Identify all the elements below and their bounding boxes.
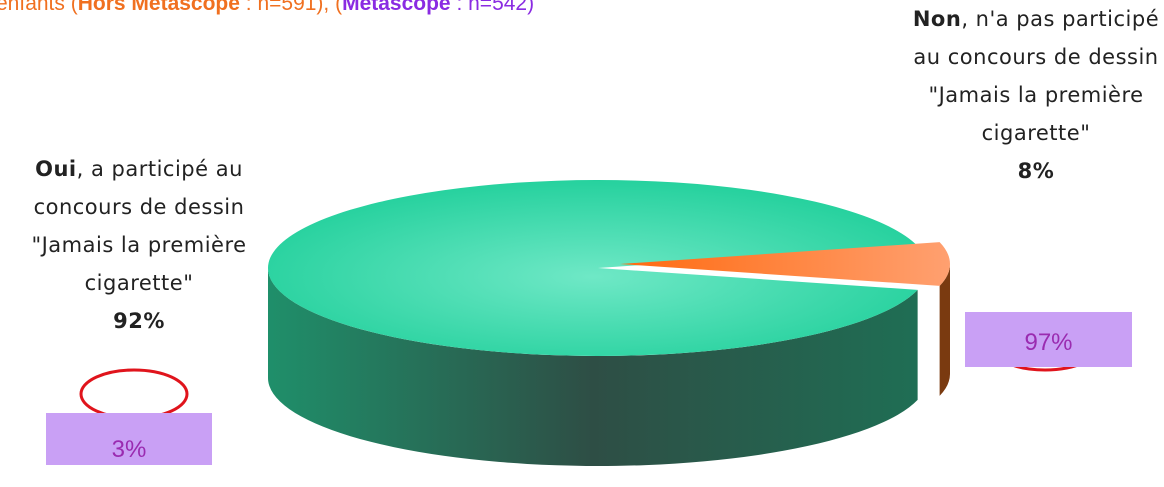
subtitle-group1: Hors Métascope <box>77 0 240 15</box>
slice-value-non: 8% <box>1017 159 1055 183</box>
chart-subtitle: enfants (Hors Métascope : n=591), (Métas… <box>0 0 534 16</box>
slice-non <box>620 242 950 286</box>
slice-name-non: Non <box>912 7 962 31</box>
slice-oui <box>267 179 918 356</box>
subtitle-group1-n: : n=591), ( <box>239 0 343 15</box>
slice-side-non <box>939 264 950 396</box>
highlight-circle-oui <box>79 368 189 420</box>
slice-side-oui <box>268 268 918 466</box>
metascope-box-non: 97% <box>965 312 1132 367</box>
slice-label-non: Non, n'a pas participé au concours de de… <box>905 0 1164 190</box>
slice-label-oui: Oui, a participé au concours de dessin "… <box>8 150 270 340</box>
subtitle-prefix: enfants ( <box>0 0 78 15</box>
slice-value-oui: 92% <box>113 309 165 333</box>
slice-desc-oui: , a participé au concours de dessin "Jam… <box>31 157 247 295</box>
metascope-box-oui: 3% <box>46 413 212 465</box>
subtitle-group2: Métascope <box>342 0 451 15</box>
slice-name-oui: Oui <box>35 157 77 181</box>
subtitle-group2-n: : n=542) <box>450 0 535 15</box>
pie-chart <box>79 179 1103 466</box>
slice-desc-non: , n'a pas participé au concours de dessi… <box>913 7 1160 145</box>
